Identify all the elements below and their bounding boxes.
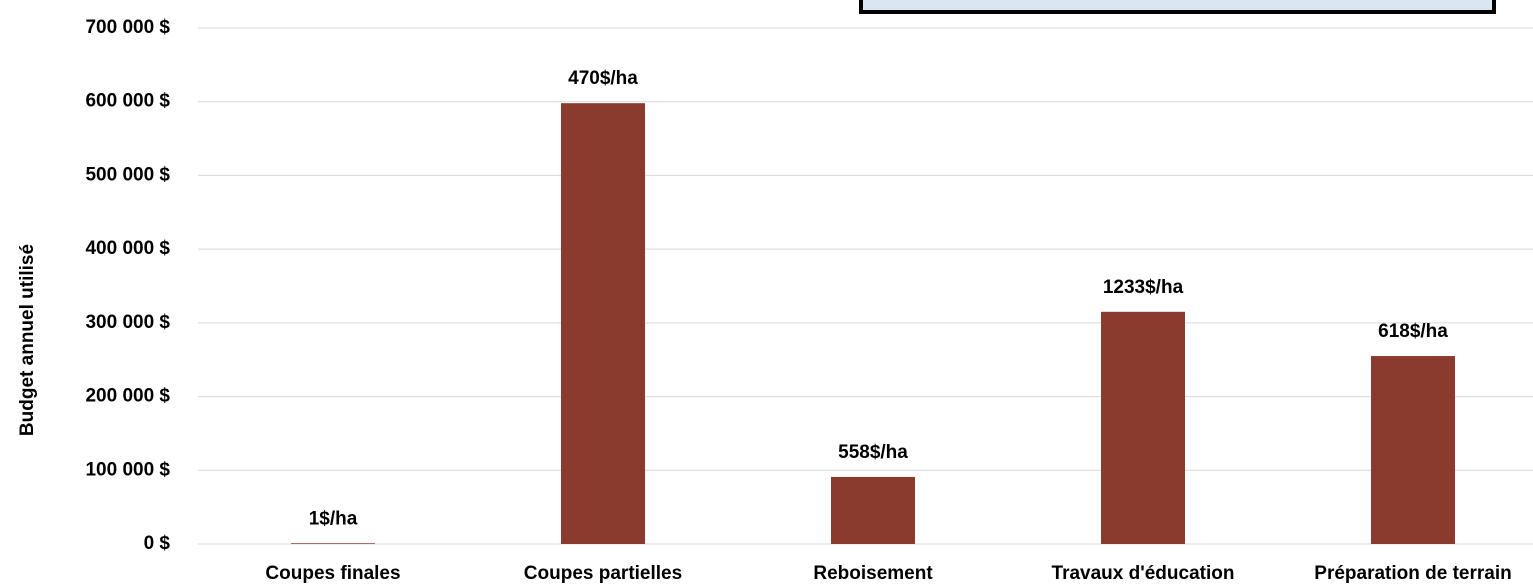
data-label: 1233$/ha	[1103, 277, 1184, 298]
data-label: 470$/ha	[568, 68, 638, 89]
y-tick-label: 600 000 $	[85, 91, 170, 112]
y-tick-label: 200 000 $	[85, 386, 170, 407]
y-tick-label: 300 000 $	[85, 312, 170, 333]
y-axis-label: Budget annuel utilisé	[17, 244, 38, 436]
data-label: 558$/ha	[838, 442, 908, 463]
bar	[831, 476, 915, 544]
x-tick-label: Préparation de terrain	[1314, 563, 1511, 584]
x-tick-label: Coupes partielles	[524, 563, 682, 584]
y-tick-label: 700 000 $	[85, 17, 170, 38]
x-tick-label: Reboisement	[813, 563, 933, 584]
x-tick-label: Coupes finales	[265, 563, 400, 584]
legend-box	[859, 0, 1496, 14]
data-label: 1$/ha	[309, 508, 358, 529]
bar	[1371, 356, 1455, 544]
bar	[291, 543, 375, 544]
bar	[1101, 311, 1185, 544]
y-tick-label: 400 000 $	[85, 238, 170, 259]
y-tick-label: 500 000 $	[85, 164, 170, 185]
data-label: 618$/ha	[1378, 321, 1448, 342]
y-tick-label: 0 $	[144, 533, 171, 554]
x-tick-label: Travaux d'éducation	[1052, 563, 1235, 584]
y-tick-label: 100 000 $	[85, 459, 170, 480]
bar	[561, 103, 645, 544]
